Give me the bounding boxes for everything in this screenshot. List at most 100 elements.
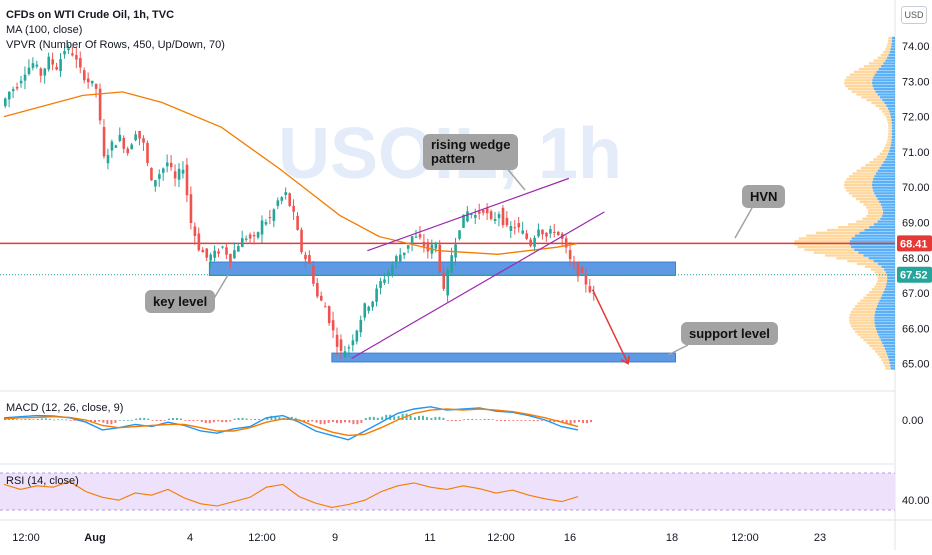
vp-bar-down	[852, 194, 876, 198]
macd-histogram-bar	[32, 419, 35, 421]
vp-bar-down	[849, 73, 875, 76]
macd-histogram-bar	[212, 420, 215, 423]
key-level-pointer	[212, 274, 229, 301]
macd-histogram-bar	[463, 419, 466, 421]
vp-bar-up	[849, 242, 895, 246]
candle-body	[359, 319, 363, 333]
candle-body	[252, 234, 256, 237]
vp-bar-down	[857, 333, 879, 336]
candle-body	[11, 89, 15, 92]
rsi-legend[interactable]: RSI (14, close)	[6, 475, 79, 487]
hvn-callout: HVN	[742, 185, 786, 208]
macd-histogram-bar	[53, 419, 56, 421]
macd-histogram-bar	[483, 418, 486, 420]
macd-histogram-bar	[536, 420, 539, 422]
macd-histogram-bar	[315, 420, 318, 423]
macd-histogram-bar	[57, 419, 60, 421]
time-tick-label: 4	[187, 532, 193, 544]
candle-body	[541, 229, 544, 235]
candle-body	[59, 59, 62, 72]
candle-body	[4, 98, 7, 107]
vp-bar-down	[887, 42, 892, 45]
price-tick-label: 66.00	[902, 323, 930, 335]
macd-histogram-bar	[323, 420, 326, 425]
candle-body	[320, 295, 323, 301]
candle-body	[434, 242, 438, 249]
vp-bar-down	[852, 172, 876, 175]
vp-bar-down	[886, 118, 892, 122]
vp-bar-down	[876, 274, 887, 277]
vp-bar-down	[856, 262, 878, 266]
macd-histogram-bar	[446, 420, 449, 421]
macd-histogram-bar	[102, 420, 105, 423]
macd-histogram-bar	[565, 420, 568, 425]
wedge-lower-line	[351, 211, 605, 359]
macd-histogram-bar	[139, 417, 142, 420]
candle-body	[75, 55, 78, 60]
vp-bar-down	[879, 355, 889, 359]
vpvr-indicator-label[interactable]: VPVR (Number Of Rows, 450, Up/Down, 70)	[6, 39, 225, 51]
macd-histogram-bar	[311, 420, 314, 422]
vp-bar-up	[888, 358, 895, 362]
vp-bar-up	[889, 110, 895, 113]
candle-body	[150, 167, 153, 181]
candle-body	[327, 306, 331, 324]
price-tick-label: 65.00	[902, 359, 930, 371]
candle-body	[280, 197, 284, 201]
vp-bar-up	[879, 336, 895, 339]
macd-histogram-bar	[348, 420, 351, 423]
candle-body	[521, 230, 525, 234]
vp-bar-up	[878, 67, 895, 71]
candle-body	[549, 229, 552, 234]
macd-histogram-bar	[168, 418, 170, 420]
candle-body	[371, 301, 374, 308]
currency-button[interactable]: USD	[901, 6, 927, 24]
vp-bar-down	[855, 197, 878, 201]
candle-body	[106, 154, 110, 164]
vp-bar-down	[873, 59, 886, 62]
candle-body	[537, 229, 540, 237]
vp-bar-down	[863, 203, 881, 206]
macd-histogram-bar	[414, 417, 416, 420]
ma-indicator-label[interactable]: MA (100, close)	[6, 24, 83, 36]
candle-body	[83, 70, 86, 81]
candle-body	[126, 148, 130, 154]
macd-histogram-bar	[372, 416, 375, 420]
vp-bar-up	[880, 217, 895, 220]
vp-bar-down	[856, 93, 878, 96]
vp-bar-up	[889, 50, 895, 54]
macd-histogram-bar	[381, 416, 384, 420]
vp-bar-up	[858, 251, 895, 254]
candle-body	[102, 126, 106, 157]
macd-histogram-bar	[69, 420, 72, 421]
candle-body	[466, 211, 469, 222]
vp-bar-up	[886, 104, 895, 107]
vp-bar-up	[891, 45, 895, 48]
vp-bar-up	[875, 172, 895, 175]
vp-bar-up	[878, 333, 895, 336]
macd-histogram-bar	[98, 420, 100, 422]
vp-bar-down	[806, 234, 856, 237]
vp-bar-up	[885, 350, 895, 353]
macd-histogram-bar	[176, 417, 178, 420]
macd-histogram-bar	[237, 417, 240, 420]
vp-bar-down	[886, 45, 892, 48]
macd-legend[interactable]: MACD (12, 26, close, 9)	[6, 402, 124, 414]
vp-bar-up	[887, 107, 895, 110]
vp-bar-up	[882, 206, 895, 209]
vp-bar-up	[868, 257, 895, 260]
vp-bar-up	[892, 127, 895, 130]
vp-bar-up	[889, 149, 895, 153]
macd-histogram-bar	[16, 419, 18, 421]
symbol-title[interactable]: CFDs on WTI Crude Oil, 1h, TVC	[6, 9, 175, 21]
macd-histogram-bar	[126, 420, 129, 421]
candle-body	[505, 217, 509, 226]
vp-bar-up	[885, 158, 895, 161]
vp-bar-up	[892, 36, 895, 40]
vp-bar-up	[888, 355, 895, 359]
candle-body	[446, 269, 449, 296]
vp-bar-up	[885, 271, 895, 274]
time-tick-label: 11	[424, 532, 435, 544]
